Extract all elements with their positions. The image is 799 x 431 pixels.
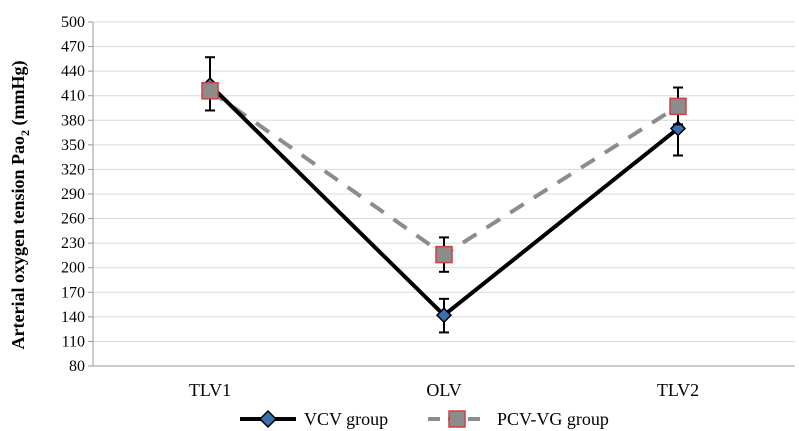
legend-label-vcv: VCV group — [304, 409, 388, 429]
data-point — [435, 245, 453, 264]
series-markers-0 — [201, 56, 687, 334]
data-point — [669, 97, 687, 116]
legend-item-vcv: VCV group — [240, 409, 388, 429]
y-axis-title: Arterial oxygen tension Pao2 (mmHg) — [8, 61, 32, 350]
data-point — [201, 82, 219, 100]
y-tick-label: 140 — [61, 309, 85, 326]
series — [201, 56, 687, 334]
legend: VCV group PCV-VG group — [240, 409, 609, 429]
data-point — [669, 120, 687, 137]
legend-label-pcv: PCV-VG group — [497, 409, 609, 429]
y-tick-label: 290 — [61, 186, 85, 203]
x-tick-label: TLV1 — [189, 380, 231, 400]
y-tick-labels: 80 110 140 170 200 230 260 290 320 350 380 410 440 47… — [61, 14, 93, 375]
y-tick-label: 200 — [61, 260, 85, 277]
y-tick-label: 470 — [61, 39, 85, 56]
y-tick-label: 170 — [61, 284, 85, 301]
x-tick-label: OLV — [426, 380, 461, 400]
series-line — [208, 83, 680, 318]
data-point — [435, 307, 453, 324]
gridlines — [93, 21, 795, 342]
series-markers-1 — [201, 82, 687, 273]
x-tick-label: TLV2 — [657, 380, 699, 400]
y-tick-label: 380 — [61, 112, 85, 129]
series-line — [208, 89, 680, 258]
y-tick-label: 410 — [61, 88, 85, 105]
y-tick-label: 260 — [61, 211, 85, 228]
y-tick-label: 230 — [61, 235, 85, 252]
y-tick-label: 320 — [61, 161, 85, 178]
x-tick-labels: TLV1 OLV TLV2 — [189, 380, 699, 400]
y-tick-label: 80 — [69, 358, 85, 375]
y-tick-label: 350 — [61, 137, 85, 154]
y-tick-label: 500 — [61, 14, 85, 31]
legend-diamond-icon — [258, 409, 278, 429]
series-0 — [208, 83, 680, 318]
legend-item-pcv: PCV-VG group — [428, 409, 609, 429]
series-1 — [208, 89, 680, 258]
y-tick-label: 440 — [61, 63, 85, 80]
legend-square-icon — [448, 410, 466, 428]
y-tick-label: 110 — [62, 333, 85, 350]
